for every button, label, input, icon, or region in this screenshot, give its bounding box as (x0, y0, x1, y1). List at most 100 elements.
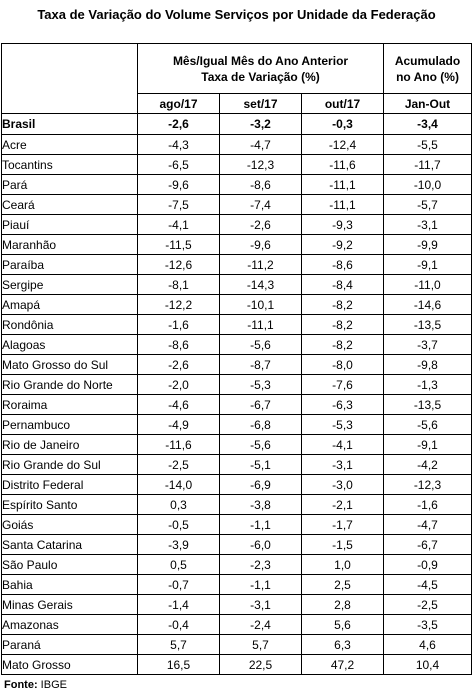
uf-name-cell: Acre (1, 134, 138, 155)
value-cell: -2,5 (137, 454, 220, 475)
value-cell: -10,0 (383, 174, 472, 195)
value-cell: -11,7 (383, 154, 472, 175)
value-cell: -6,8 (219, 414, 302, 435)
value-cell: -8,0 (301, 354, 384, 375)
uf-name-cell: Sergipe (1, 274, 138, 295)
table-row: Rio Grande do Norte -2,0 -5,3 -7,6 -1,3 (1, 374, 472, 395)
value-cell: -2,3 (219, 554, 302, 575)
uf-name-cell: Rio Grande do Sul (1, 454, 138, 475)
value-cell: -11,5 (137, 234, 220, 255)
column-header: out/17 (301, 93, 384, 114)
table-row: Espírito Santo 0,3 -3,8 -2,1 -1,6 (1, 494, 472, 515)
value-cell: -5,1 (219, 454, 302, 475)
table-row: Tocantins -6,5 -12,3 -11,6 -11,7 (1, 154, 472, 175)
value-cell: -8,2 (301, 314, 384, 335)
table-row: Rio Grande do Sul -2,5 -5,1 -3,1 -4,2 (1, 454, 472, 475)
value-cell: -1,3 (383, 374, 472, 395)
value-cell: -2,5 (383, 594, 472, 615)
uf-name-cell: Goiás (1, 514, 138, 535)
value-cell: -7,5 (137, 194, 220, 215)
uf-name-cell: Piauí (1, 214, 138, 235)
table-row: Bahia -0,7 -1,1 2,5 -4,5 (1, 574, 472, 595)
table-row: Santa Catarina -3,9 -6,0 -1,5 -6,7 (1, 534, 472, 555)
value-cell: -8,1 (137, 274, 220, 295)
table-row: Paraíba -12,6 -11,2 -8,6 -9,1 (1, 254, 472, 275)
value-cell: -0,5 (137, 514, 220, 535)
uf-name-cell: Mato Grosso do Sul (1, 354, 138, 375)
value-cell: -11,0 (383, 274, 472, 295)
value-cell: -8,7 (219, 354, 302, 375)
table-row: Goiás -0,5 -1,1 -1,7 -4,7 (1, 514, 472, 535)
uf-name-cell: São Paulo (1, 554, 138, 575)
value-cell: -1,5 (301, 534, 384, 555)
uf-name-cell: Brasil (1, 113, 138, 135)
value-cell: -4,5 (383, 574, 472, 595)
source-value: IBGE (40, 679, 67, 691)
value-cell: -12,3 (219, 154, 302, 175)
table-row: Amazonas -0,4 -2,4 5,6 -3,5 (1, 614, 472, 635)
uf-name-cell: Amapá (1, 294, 138, 315)
value-cell: -3,1 (301, 454, 384, 475)
value-cell: 5,7 (219, 634, 302, 655)
source-note: Fonte: IBGE (4, 679, 67, 691)
value-cell: -9,2 (301, 234, 384, 255)
uf-name-cell: Bahia (1, 574, 138, 595)
header-monthly-group: Mês/Igual Mês do Ano Anterior Taxa de Va… (137, 43, 384, 94)
data-table: Mês/Igual Mês do Ano Anterior Taxa de Va… (1, 43, 472, 675)
value-cell: -4,2 (383, 454, 472, 475)
table-row: Distrito Federal -14,0 -6,9 -3,0 -12,3 (1, 474, 472, 495)
value-cell: -0,7 (137, 574, 220, 595)
value-cell: -0,4 (137, 614, 220, 635)
value-cell: -8,6 (137, 334, 220, 355)
table-row: Roraima -4,6 -6,7 -6,3 -13,5 (1, 394, 472, 415)
value-cell: -13,5 (383, 394, 472, 415)
uf-name-cell: Paraíba (1, 254, 138, 275)
value-cell: -9,1 (383, 434, 472, 455)
value-cell: -3,7 (383, 334, 472, 355)
value-cell: 22,5 (219, 654, 302, 675)
table-title: Taxa de Variação do Volume Serviços por … (37, 7, 436, 22)
value-cell: -3,1 (219, 594, 302, 615)
value-cell: -1,7 (301, 514, 384, 535)
column-header: ago/17 (137, 93, 220, 114)
value-cell: 2,8 (301, 594, 384, 615)
uf-name-cell: Pernambuco (1, 414, 138, 435)
value-cell: -9,6 (137, 174, 220, 195)
table-body: Brasil -2,6 -3,2 -0,3 -3,4 Acre -4,3 -4,7 -12,4-… (1, 113, 472, 675)
value-cell: 2,5 (301, 574, 384, 595)
value-cell: -3,0 (301, 474, 384, 495)
value-cell: -5,6 (383, 414, 472, 435)
value-cell: -8,4 (301, 274, 384, 295)
uf-name-cell: Alagoas (1, 334, 138, 355)
value-cell: -14,3 (219, 274, 302, 295)
uf-name-cell: Minas Gerais (1, 594, 138, 615)
value-cell: -11,1 (301, 174, 384, 195)
value-cell: -4,1 (301, 434, 384, 455)
value-cell: -9,1 (383, 254, 472, 275)
uf-name-cell: Roraima (1, 394, 138, 415)
value-cell: -12,2 (137, 294, 220, 315)
value-cell: -1,1 (219, 574, 302, 595)
value-cell: -9,6 (219, 234, 302, 255)
value-cell: -2,6 (219, 214, 302, 235)
table-row-total: Brasil -2,6 -3,2 -0,3 -3,4 (1, 113, 472, 135)
value-cell: -2,0 (137, 374, 220, 395)
table-row: Mato Grosso do Sul -2,6 -8,7 -8,0 -9,8 (1, 354, 472, 375)
table-row: Alagoas -8,6 -5,6 -8,2 -3,7 (1, 334, 472, 355)
value-cell: -14,0 (137, 474, 220, 495)
table-row: Mato Grosso 16,5 22,5 47,2 10,4 (1, 654, 472, 675)
value-cell: 5,6 (301, 614, 384, 635)
value-cell: -5,7 (383, 194, 472, 215)
value-cell: 16,5 (137, 654, 220, 675)
table-row: Pernambuco -4,9 -6,8 -5,3 -5,6 (1, 414, 472, 435)
uf-name-cell: Paraná (1, 634, 138, 655)
value-cell: -3,2 (219, 113, 302, 135)
uf-name-cell: Espírito Santo (1, 494, 138, 515)
value-cell: -5,6 (219, 434, 302, 455)
value-cell: -10,1 (219, 294, 302, 315)
uf-name-cell: Mato Grosso (1, 654, 138, 675)
value-cell: -2,6 (137, 354, 220, 375)
value-cell: -2,1 (301, 494, 384, 515)
value-cell: -3,5 (383, 614, 472, 635)
value-cell: -1,6 (383, 494, 472, 515)
